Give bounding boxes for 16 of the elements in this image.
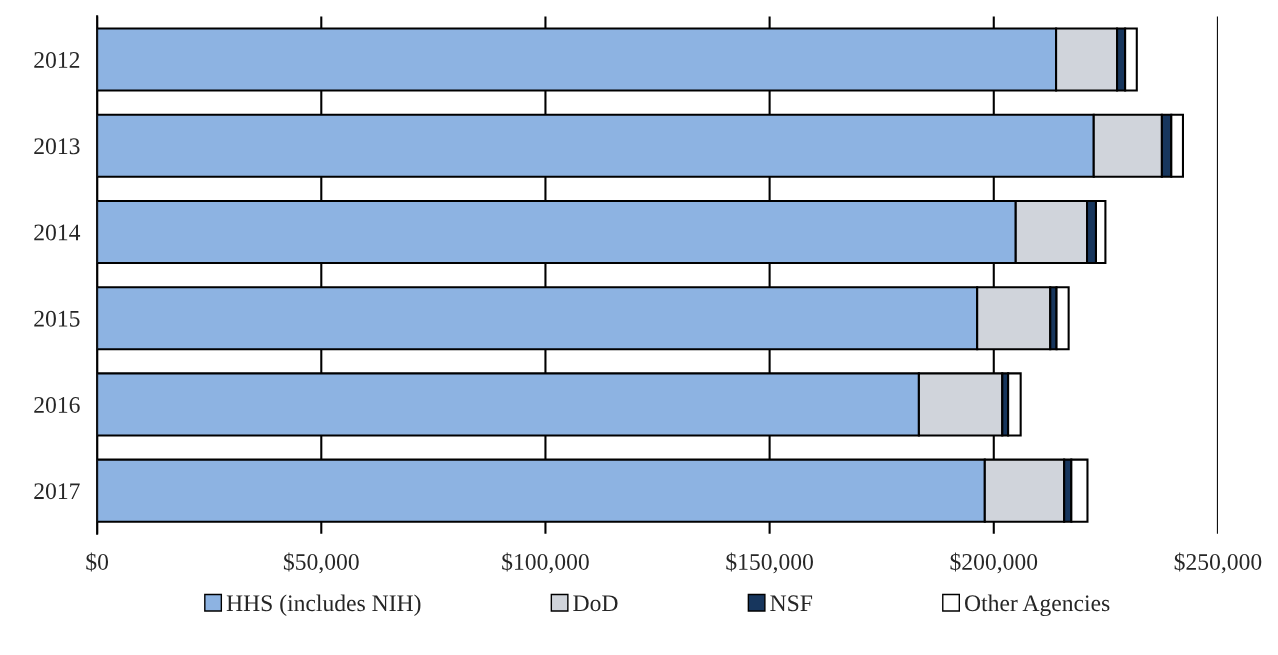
legend-label: Other Agencies [965,594,1110,617]
x-tick-label: $250,000 [1174,552,1262,574]
y-tick-label: 2014 [34,224,81,241]
y-tick-label: 2013 [34,138,80,155]
legend-label: NSF [770,595,813,612]
x-tick-label: $100,000 [502,552,589,574]
x-tick-label: $150,000 [726,552,813,574]
legend-label: HHS (includes NIH) [226,594,421,616]
y-tick-label: 2015 [34,310,80,327]
legend-label: DoD [573,595,618,612]
x-tick-label: $0 [86,552,109,572]
x-tick-label: $50,000 [283,552,359,574]
y-tick-label: 2017 [34,483,80,500]
x-tick-label: $200,000 [950,552,1038,574]
y-tick-label: 2012 [34,51,80,68]
y-tick-label: 2016 [34,396,80,413]
